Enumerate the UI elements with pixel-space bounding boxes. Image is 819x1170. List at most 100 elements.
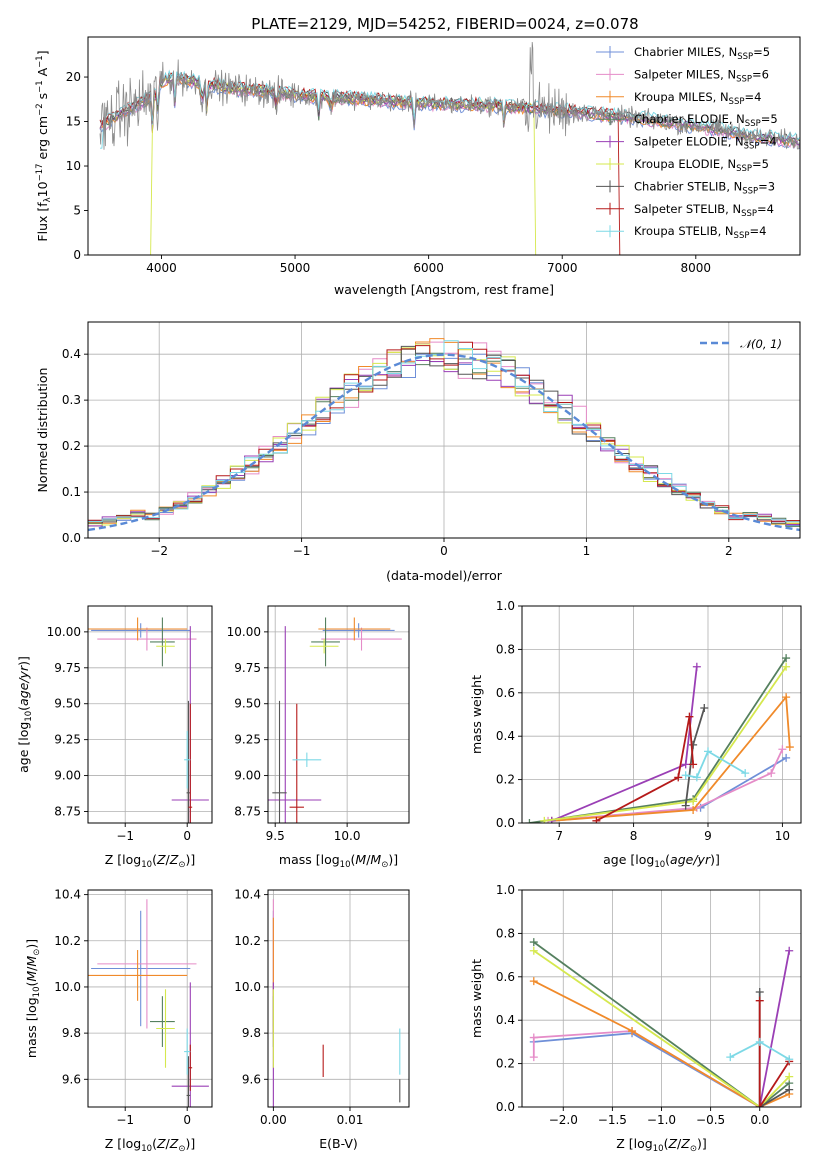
y-tick-label: 0.3 [62, 393, 81, 407]
label-part: 10 [654, 860, 665, 870]
label-part: ( [664, 1136, 669, 1151]
label-part: 10 [141, 1144, 152, 1154]
x-tick-label: −1 [293, 544, 311, 558]
label-part: Salpeter MILES, N [634, 67, 736, 81]
x-tick-label: 9 [704, 829, 712, 843]
label-part: SSP [729, 97, 745, 107]
y-tick-label: 0.2 [62, 439, 81, 453]
label-part: SSP [744, 142, 760, 152]
label-part: Kroupa MILES, N [634, 90, 729, 104]
label-part: E(B-V) [319, 1136, 358, 1151]
x-axis-label: Z [log10(Z/Z⊙)] [105, 1136, 195, 1154]
label-part: mass weight [469, 959, 484, 1038]
label-part: Salpeter STELIB, N [634, 202, 741, 216]
legend-label: 𝒩(0, 1) [740, 337, 782, 351]
label-part: )] [388, 852, 398, 867]
y-tick-label: 0.2 [496, 773, 515, 787]
age-vs-Z-axes: −1 0 8.75 9.00 9.25 9.50 9.75 10.00 [47, 605, 213, 843]
axes-frame [267, 605, 410, 824]
weight-line-salpeter_miles [547, 748, 784, 822]
weight-point-salpeter_miles [529, 1053, 538, 1062]
x-tick-label: −0.5 [696, 1113, 725, 1127]
weight-point-chabrier_stelib [755, 987, 764, 996]
label-part: 10 [141, 860, 152, 870]
y-tick-label: 9.8 [242, 1026, 261, 1040]
weight-line-kroupa_miles [533, 980, 790, 1107]
label-part: age/yr [16, 665, 31, 706]
weight-point-kroupa_miles [529, 977, 538, 986]
weight-point-salpeter_miles [767, 769, 776, 778]
label-part: SSP [734, 231, 750, 241]
label-part: Z [156, 1136, 166, 1151]
y-tick-label: 15 [66, 115, 81, 129]
label-part: −2 [35, 103, 45, 116]
y-tick-label: 10.4 [54, 888, 81, 902]
weight-point-kroupa_miles [689, 805, 698, 814]
x-axis-label: mass [log10(M/M⊙)] [279, 852, 398, 870]
weight-line-kroupa_stelib [685, 750, 746, 779]
x-tick-label: 1 [583, 544, 591, 558]
label-part: ( [665, 852, 670, 867]
weight-point-salpeter_elodie [692, 662, 701, 671]
weight-vs-age-axes: 7 8 9 10 0.0 0.2 0.4 0.6 0.8 1.0 [496, 599, 802, 843]
label-part: ⊙ [32, 949, 42, 956]
label-part: −1 [35, 80, 45, 93]
label-part: ⊙ [690, 1144, 697, 1154]
label-part: age [log [16, 722, 31, 773]
y-tick-label: 10 [66, 159, 81, 173]
y-tick-label: 10.00 [227, 625, 261, 639]
weight-point-kroupa_stelib [755, 1037, 764, 1046]
weight-point-kroupa_elodie [689, 797, 698, 806]
label-part: mass [log [279, 852, 340, 867]
y-tick-label: 0.2 [496, 1057, 515, 1071]
label-part: ⊙ [178, 860, 185, 870]
observed-spectrum [99, 41, 800, 150]
y-tick-label: 0.8 [496, 926, 515, 940]
weight-point-kroupa_stelib [681, 771, 690, 780]
x-tick-label: 6000 [413, 261, 444, 275]
x-tick-label: 8 [630, 829, 638, 843]
y-axis-label: mass weight [469, 959, 484, 1038]
label-part: Z [667, 1136, 677, 1151]
label-part: 10 [24, 711, 34, 722]
y-tick-label: 9.50 [234, 697, 261, 711]
axes-frame [87, 36, 801, 256]
weight-point-kroupa_elodie [782, 662, 791, 671]
y-tick-label: 9.25 [54, 733, 81, 747]
x-tick-label: −1.0 [647, 1113, 676, 1127]
x-tick-label: 10.0 [334, 829, 361, 843]
label-part: wavelength [Angstrom, rest frame] [334, 282, 554, 297]
label-part: Chabrier ELODIE, N [634, 112, 745, 126]
weight-point-chabrier_miles [782, 753, 791, 762]
label-part: Z [log [616, 1136, 652, 1151]
weight-vs-Z-axes: −2.0 −1.5 −1.0 −0.5 0.0 0.0 0.2 0.4 0.6 0.8 1.0 [496, 883, 802, 1127]
label-part: A [35, 67, 50, 80]
label-part: ⊙ [381, 860, 388, 870]
weight-line-salpeter_stelib [758, 1000, 790, 1107]
x-tick-label: −1 [116, 829, 134, 843]
label-part: λ [43, 197, 53, 202]
legend-label-salpeter_stelib: Salpeter STELIB, NSSP=4 [634, 202, 774, 219]
label-part: ] [35, 50, 50, 55]
label-part: Flux [f [35, 202, 50, 242]
y-tick-label: 5 [73, 204, 81, 218]
weight-point-kroupa_stelib [741, 769, 750, 778]
label-part: Salpeter ELODIE, N [634, 135, 744, 149]
weight-point-kroupa_stelib [692, 773, 701, 782]
y-tick-label: 1.0 [496, 599, 515, 613]
weight-point-kroupa_elodie [540, 816, 549, 823]
label-part: M [24, 956, 39, 967]
y-tick-label: 0.4 [496, 1013, 515, 1027]
legend-label-kroupa_elodie: Kroupa ELODIE, NSSP=5 [634, 157, 769, 174]
label-part: (data-model)/error [386, 568, 503, 583]
y-tick-label: 10.00 [47, 625, 81, 639]
y-tick-label: 9.25 [234, 733, 261, 747]
label-part: Z [156, 852, 166, 867]
label-part: )] [24, 939, 39, 949]
figure-title: PLATE=2129, MJD=54252, FIBERID=0024, z=0… [251, 15, 638, 33]
y-axis-label: Normed distribution [35, 368, 50, 493]
label-part: / [166, 852, 171, 867]
weight-point-chabrier_stelib [700, 703, 709, 712]
